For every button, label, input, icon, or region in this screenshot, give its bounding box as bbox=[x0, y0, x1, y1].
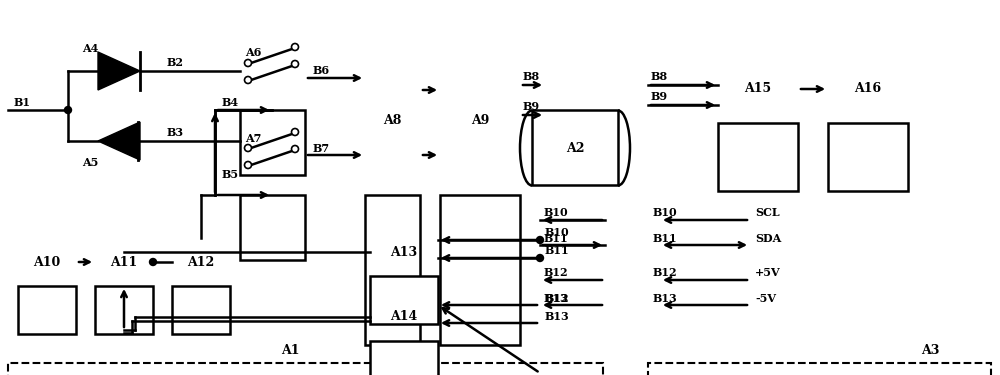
Text: A15: A15 bbox=[744, 82, 772, 96]
Text: B5: B5 bbox=[222, 170, 239, 180]
Text: A13: A13 bbox=[390, 246, 418, 258]
Text: B11: B11 bbox=[545, 246, 570, 256]
Text: B8: B8 bbox=[523, 72, 540, 82]
Text: B12: B12 bbox=[653, 267, 678, 279]
Text: A1: A1 bbox=[281, 344, 299, 357]
Text: B10: B10 bbox=[544, 207, 569, 219]
Text: A12: A12 bbox=[187, 255, 215, 268]
Text: A8: A8 bbox=[383, 114, 401, 126]
Text: SDA: SDA bbox=[755, 232, 781, 243]
Text: B4: B4 bbox=[222, 98, 239, 108]
Text: B10: B10 bbox=[653, 207, 678, 219]
Bar bbox=[828, 123, 908, 191]
Bar bbox=[95, 286, 153, 334]
Bar bbox=[532, 110, 618, 185]
Text: B11: B11 bbox=[653, 232, 678, 243]
Bar bbox=[370, 276, 438, 324]
Bar bbox=[718, 123, 798, 191]
Text: A11: A11 bbox=[110, 255, 138, 268]
Text: B10: B10 bbox=[545, 228, 570, 238]
Text: A7: A7 bbox=[245, 132, 261, 144]
Text: A5: A5 bbox=[82, 158, 98, 168]
Text: A14: A14 bbox=[390, 310, 418, 324]
Circle shape bbox=[244, 76, 252, 84]
Circle shape bbox=[150, 258, 156, 266]
Text: B12: B12 bbox=[545, 292, 570, 303]
Text: B12: B12 bbox=[544, 267, 569, 279]
Text: -5V: -5V bbox=[755, 292, 776, 303]
Circle shape bbox=[536, 255, 544, 261]
Text: A2: A2 bbox=[566, 141, 584, 154]
Text: SCL: SCL bbox=[755, 207, 780, 219]
Circle shape bbox=[292, 60, 298, 68]
Text: B2: B2 bbox=[166, 57, 184, 68]
Circle shape bbox=[64, 106, 72, 114]
Circle shape bbox=[536, 237, 544, 243]
Text: B3: B3 bbox=[166, 128, 184, 138]
Text: A4: A4 bbox=[82, 42, 98, 54]
Polygon shape bbox=[98, 52, 140, 90]
Bar bbox=[365, 195, 420, 345]
Bar bbox=[240, 195, 305, 260]
Text: B7: B7 bbox=[313, 142, 330, 153]
Circle shape bbox=[292, 129, 298, 135]
Text: B6: B6 bbox=[313, 64, 330, 75]
Text: B13: B13 bbox=[544, 292, 569, 303]
Text: B8: B8 bbox=[651, 72, 668, 82]
Text: B9: B9 bbox=[651, 92, 668, 102]
Bar bbox=[440, 195, 520, 345]
Circle shape bbox=[292, 146, 298, 153]
Bar bbox=[18, 286, 76, 334]
Bar bbox=[8, 363, 603, 375]
Polygon shape bbox=[98, 122, 140, 160]
Text: B1: B1 bbox=[14, 98, 30, 108]
Text: +5V: +5V bbox=[755, 267, 781, 279]
Circle shape bbox=[244, 162, 252, 168]
Text: A6: A6 bbox=[245, 48, 261, 58]
Circle shape bbox=[244, 60, 252, 66]
Circle shape bbox=[244, 144, 252, 152]
Bar bbox=[240, 110, 305, 175]
Text: B9: B9 bbox=[523, 102, 540, 112]
Text: A3: A3 bbox=[921, 344, 939, 357]
Text: B11: B11 bbox=[544, 232, 569, 243]
Text: A9: A9 bbox=[471, 114, 489, 126]
Text: A10: A10 bbox=[33, 255, 61, 268]
Bar bbox=[370, 341, 438, 375]
Text: A16: A16 bbox=[854, 82, 882, 96]
Text: B13: B13 bbox=[653, 292, 678, 303]
Bar bbox=[172, 286, 230, 334]
Bar bbox=[648, 363, 991, 375]
Circle shape bbox=[292, 44, 298, 51]
Text: B13: B13 bbox=[545, 310, 570, 321]
